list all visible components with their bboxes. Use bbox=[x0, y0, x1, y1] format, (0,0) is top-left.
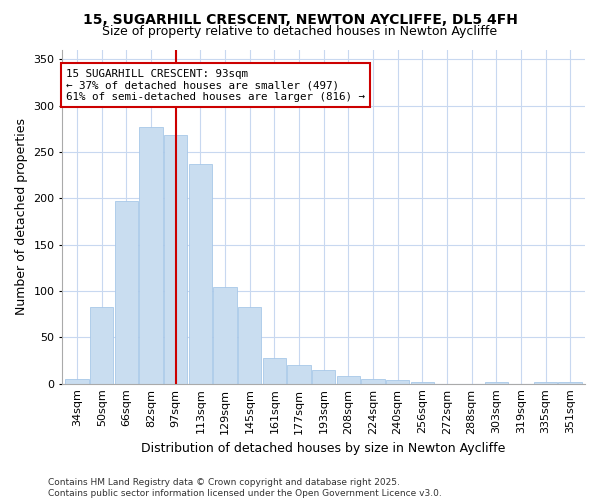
Bar bbox=[115, 201, 138, 384]
Bar bbox=[485, 382, 508, 384]
Bar bbox=[90, 306, 113, 384]
Text: Size of property relative to detached houses in Newton Aycliffe: Size of property relative to detached ho… bbox=[103, 25, 497, 38]
Text: Contains HM Land Registry data © Crown copyright and database right 2025.
Contai: Contains HM Land Registry data © Crown c… bbox=[48, 478, 442, 498]
Bar bbox=[559, 382, 582, 384]
Bar bbox=[534, 382, 557, 384]
Text: 15, SUGARHILL CRESCENT, NEWTON AYCLIFFE, DL5 4FH: 15, SUGARHILL CRESCENT, NEWTON AYCLIFFE,… bbox=[83, 12, 517, 26]
Bar bbox=[164, 136, 187, 384]
Bar bbox=[214, 288, 237, 384]
Bar bbox=[312, 370, 335, 384]
Bar bbox=[361, 379, 385, 384]
Bar bbox=[65, 379, 89, 384]
Bar bbox=[337, 376, 360, 384]
Bar bbox=[287, 365, 311, 384]
X-axis label: Distribution of detached houses by size in Newton Aycliffe: Distribution of detached houses by size … bbox=[142, 442, 506, 455]
Y-axis label: Number of detached properties: Number of detached properties bbox=[15, 118, 28, 316]
Bar bbox=[263, 358, 286, 384]
Bar bbox=[188, 164, 212, 384]
Bar bbox=[139, 127, 163, 384]
Text: 15 SUGARHILL CRESCENT: 93sqm
← 37% of detached houses are smaller (497)
61% of s: 15 SUGARHILL CRESCENT: 93sqm ← 37% of de… bbox=[66, 68, 365, 102]
Bar bbox=[238, 306, 262, 384]
Bar bbox=[410, 382, 434, 384]
Bar bbox=[386, 380, 409, 384]
